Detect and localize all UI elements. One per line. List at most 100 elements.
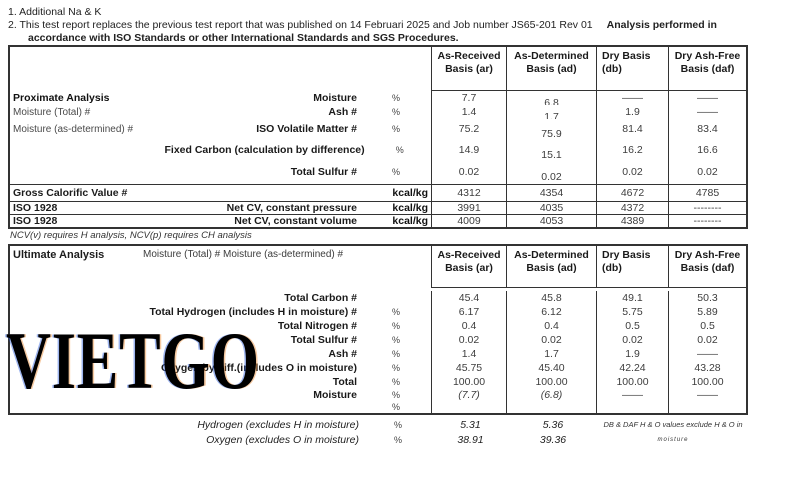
- value-cell: 7.7: [431, 91, 506, 105]
- ultimate-header-row: Ultimate Analysis Moisture (Total) # Moi…: [10, 246, 746, 288]
- moisture-header-note: Moisture (Total) # Moisture (as-determin…: [143, 249, 344, 260]
- unit-label: %: [391, 402, 400, 412]
- summary-row: Hydrogen (excludes H in moisture) % 5.31…: [8, 417, 748, 432]
- value-cell: 4372: [596, 202, 668, 214]
- value-cell: 14.9: [431, 139, 506, 160]
- value-cell: (7.7): [431, 389, 506, 401]
- table-row: Total Nitrogen # % 0.4 0.4 0.5 0.5: [10, 319, 746, 333]
- proximate-header-row: As-Received Basis (ar) As-Determined Bas…: [10, 47, 746, 91]
- report-notes: 1. Additional Na & K 2. This test report…: [0, 0, 800, 45]
- header-empty-cell: [10, 47, 431, 91]
- value-cell: 6.17: [431, 305, 506, 319]
- row-label: ISO 1928: [13, 215, 58, 227]
- value-cell: 16.6: [668, 139, 746, 160]
- row-sublabel: Net CV, constant pressure: [226, 202, 357, 214]
- table-row: Proximate Analysis Moisture % 7.7 6.8 ——…: [10, 91, 746, 105]
- row-label: Total Carbon #: [284, 292, 357, 304]
- note-line-2-text: 2. This test report replaces the previou…: [8, 19, 593, 31]
- column-header-ad: As-Determined Basis (ad): [506, 246, 596, 288]
- row-label: Total Nitrogen #: [277, 320, 357, 332]
- db-daf-note-line2: moisture: [657, 436, 689, 443]
- row-label: Ash #: [328, 106, 357, 118]
- value-cell: --------: [668, 215, 746, 227]
- value-cell: [596, 401, 668, 413]
- value-cell: 4009: [431, 215, 506, 227]
- value-cell: 43.28: [668, 361, 746, 375]
- value-cell: 0.02: [668, 333, 746, 347]
- column-header-db: Dry Basis (db): [596, 47, 668, 91]
- value-cell: 1.7: [506, 105, 596, 119]
- value-cell: 3991: [431, 202, 506, 214]
- value-cell: ——: [668, 347, 746, 361]
- value-cell: 0.02: [506, 333, 596, 347]
- unit-label: kcal/kg: [392, 202, 428, 214]
- note-line-2-bold: Analysis performed in: [606, 19, 717, 31]
- value-cell: 81.4: [596, 119, 668, 139]
- value-cell: 4053: [506, 215, 596, 227]
- value-cell: 5.31: [460, 418, 481, 431]
- value-cell: [668, 401, 746, 413]
- column-header-ar: As-Received Basis (ar): [431, 47, 506, 91]
- table-row: Moisture (Total) # Ash # % 1.4 1.7 1.9 —…: [10, 105, 746, 119]
- value-cell: 1.4: [431, 105, 506, 119]
- table-row: Total Sulfur # % 0.02 0.02 0.02 0.02: [10, 160, 746, 184]
- row-label: Oxygen (excludes O in moisture): [206, 433, 359, 446]
- proximate-table: As-Received Basis (ar) As-Determined Bas…: [8, 45, 748, 229]
- value-cell: 6.8: [506, 91, 596, 105]
- value-cell: ——: [668, 389, 746, 401]
- value-cell: 75.2: [431, 119, 506, 139]
- value-cell: 45.4: [431, 291, 506, 305]
- section-label: Proximate Analysis: [13, 92, 110, 104]
- excluded-moisture-summary: Hydrogen (excludes H in moisture) % 5.31…: [8, 417, 748, 447]
- unit-label: %: [391, 363, 400, 373]
- value-cell: 6.12: [506, 305, 596, 319]
- vietgo-watermark: VIETGO: [6, 315, 260, 406]
- column-header-db: Dry Basis (db): [596, 246, 668, 288]
- table-row: Total % 100.00 100.00 100.00 100.00: [10, 375, 746, 389]
- moisture-total-label: Moisture (Total) #: [13, 106, 91, 118]
- value-cell: 4354: [506, 185, 596, 201]
- table-row: Oxygen by diff.(includes O in moisture) …: [10, 361, 746, 375]
- value-cell: 1.4: [431, 347, 506, 361]
- table-row: Ash # % 1.4 1.7 1.9 ——: [10, 347, 746, 361]
- column-header-ar: As-Received Basis (ar): [431, 246, 506, 288]
- table-row: %: [10, 401, 746, 413]
- value-cell: 100.00: [506, 375, 596, 389]
- value-cell: [506, 401, 596, 413]
- note-line-1: 1. Additional Na & K: [8, 6, 102, 18]
- section-label: Ultimate Analysis: [13, 249, 105, 261]
- proximate-body: Proximate Analysis Moisture % 7.7 6.8 ——…: [10, 91, 746, 184]
- unit-label: %: [391, 349, 400, 359]
- unit-label: %: [391, 167, 400, 177]
- value-cell: 0.5: [668, 319, 746, 333]
- unit-label: %: [391, 390, 400, 400]
- value-cell: ——: [596, 91, 668, 105]
- unit-label: %: [391, 321, 400, 331]
- value-cell: ——: [596, 389, 668, 401]
- row-label: Moisture: [313, 92, 357, 104]
- column-header-daf: Dry Ash-Free Basis (daf): [668, 246, 746, 288]
- value-cell: 1.9: [596, 347, 668, 361]
- unit-label: kcal/kg: [392, 215, 428, 227]
- db-daf-note: DB & DAF H & O values exclude H & O in: [603, 420, 743, 429]
- value-cell: 100.00: [668, 375, 746, 389]
- value-cell: 100.00: [431, 375, 506, 389]
- table-row: Moisture (as-determined) # ISO Volatile …: [10, 119, 746, 139]
- row-label: ISO 1928: [13, 202, 58, 214]
- row-label: ISO Volatile Matter #: [256, 123, 357, 135]
- gcv-row: Gross Calorific Value # kcal/kg 4312 435…: [10, 184, 746, 201]
- unit-label: kcal/kg: [392, 187, 428, 199]
- value-cell: ——: [668, 91, 746, 105]
- value-cell: 50.3: [668, 291, 746, 305]
- value-cell: 4785: [668, 185, 746, 201]
- value-cell: 5.36: [542, 418, 564, 431]
- value-cell: 45.40: [506, 361, 596, 375]
- value-cell: 45.75: [431, 361, 506, 375]
- value-text: 1.7: [544, 111, 559, 119]
- value-cell: 0.5: [596, 319, 668, 333]
- row-label: Oxygen by diff.(includes O in moisture): [160, 362, 357, 374]
- row-label: Hydrogen (excludes H in moisture): [197, 418, 359, 431]
- value-cell: 100.00: [596, 375, 668, 389]
- value-cell: 4312: [431, 185, 506, 201]
- table-row: Total Sulfur # % 0.02 0.02 0.02 0.02: [10, 333, 746, 347]
